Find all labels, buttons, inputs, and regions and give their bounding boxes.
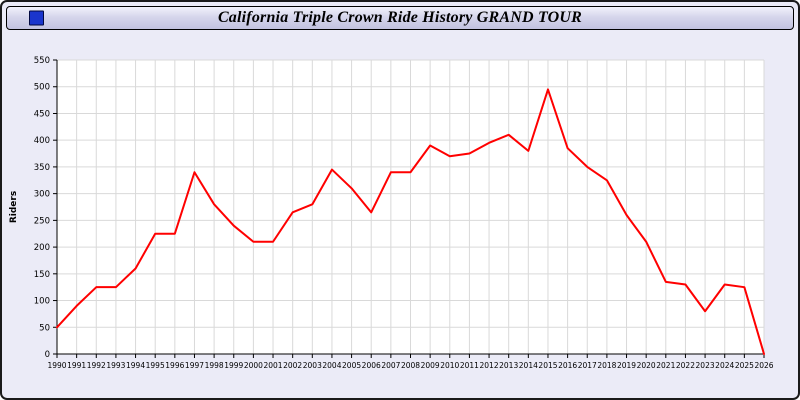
x-tick-label: 2024 xyxy=(715,361,734,370)
x-tick-label: 1999 xyxy=(224,361,243,370)
y-tick-label: 500 xyxy=(34,83,50,93)
y-tick-label: 450 xyxy=(34,109,50,119)
y-axis-title: Riders xyxy=(9,191,19,223)
y-tick-label: 100 xyxy=(34,297,50,307)
x-tick-label: 1994 xyxy=(126,361,145,370)
y-tick-label: 400 xyxy=(34,136,50,146)
x-tick-label: 1997 xyxy=(185,361,204,370)
x-tick-label: 2001 xyxy=(263,361,282,370)
y-tick-label: 150 xyxy=(34,270,50,280)
x-tick-label: 2010 xyxy=(440,361,459,370)
x-tick-label: 2019 xyxy=(617,361,636,370)
x-tick-label: 2022 xyxy=(676,361,695,370)
x-tick-label: 2020 xyxy=(637,361,656,370)
title-bar: California Triple Crown Ride History GRA… xyxy=(6,6,794,30)
x-tick-label: 2007 xyxy=(381,361,400,370)
x-tick-label: 2015 xyxy=(538,361,557,370)
y-tick-label: 350 xyxy=(34,163,50,173)
x-tick-label: 1990 xyxy=(47,361,66,370)
x-tick-label: 2023 xyxy=(696,361,715,370)
x-tick-label: 2025 xyxy=(735,361,754,370)
y-tick-label: 250 xyxy=(34,216,50,226)
x-tick-label: 2000 xyxy=(244,361,263,370)
x-tick-label: 2014 xyxy=(519,361,538,370)
x-tick-label: 2006 xyxy=(362,361,381,370)
x-tick-label: 2021 xyxy=(656,361,675,370)
riders-line-series xyxy=(56,88,765,355)
x-tick-label: 2016 xyxy=(558,361,577,370)
x-tick-label: 1995 xyxy=(146,361,165,370)
y-tick-label: 550 xyxy=(34,56,50,66)
x-tick-label: 1993 xyxy=(106,361,125,370)
x-tick-label: 2012 xyxy=(480,361,499,370)
x-tick-label: 2011 xyxy=(460,361,479,370)
x-tick-label: 2013 xyxy=(499,361,518,370)
x-tick-label: 2026 xyxy=(754,361,773,370)
x-tick-label: 2008 xyxy=(401,361,420,370)
blue-square-icon xyxy=(29,10,44,26)
y-tick-label: 50 xyxy=(39,323,50,333)
x-tick-label: 2005 xyxy=(342,361,361,370)
y-tick-label: 300 xyxy=(34,190,50,200)
chart-area: 0 50 100 150 200 250 300 350 400 450 500 550 1990 199… xyxy=(2,40,798,398)
x-tick-label: 1998 xyxy=(205,361,224,370)
chart-title: California Triple Crown Ride History GRA… xyxy=(217,9,583,26)
y-tick-label: 200 xyxy=(34,243,50,253)
x-tick-label: 1992 xyxy=(87,361,106,370)
y-tick-label: 0 xyxy=(45,350,50,360)
x-tick-label: 2018 xyxy=(597,361,616,370)
x-tick-label: 2004 xyxy=(322,361,341,370)
x-tick-label: 2017 xyxy=(578,361,597,370)
x-tick-label: 2002 xyxy=(283,361,302,370)
x-tick-label: 1991 xyxy=(67,361,86,370)
x-tick-label: 1996 xyxy=(165,361,184,370)
x-tick-label: 2009 xyxy=(421,361,440,370)
x-tick-label: 2003 xyxy=(303,361,322,370)
